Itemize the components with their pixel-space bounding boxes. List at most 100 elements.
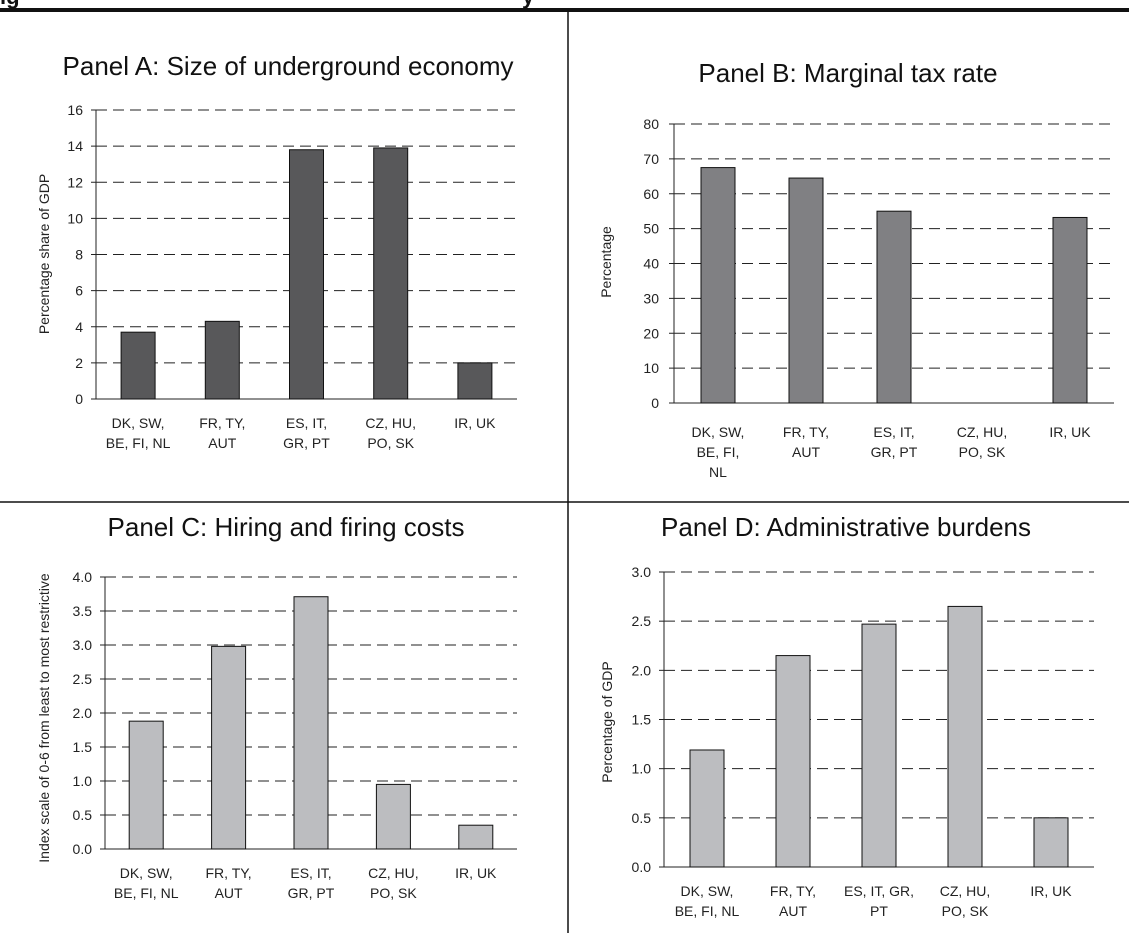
panel-a-category-label-line: ES, IT, [286,415,327,431]
panel-b-y-tick-label: 30 [643,290,659,306]
panel-b-bar [1052,216,1088,404]
panel-a-y-tick-label: 2 [75,355,83,371]
panel-d-bar [861,623,897,868]
panel-c-y-tick-label: 1.0 [73,773,93,789]
panel-d-y-tick-label: 1.0 [632,761,652,777]
panel-a-y-label: Percentage share of GDP [36,174,52,334]
panel-d-category-label: FR, TY, AUT [770,883,816,919]
panel-c-category-label: DK, SW, BE, FI, NL [114,865,179,901]
panel-c-y-tick-label: 0.5 [73,807,93,823]
panel-c-category-label-line: FR, TY, [206,865,252,881]
panel-c-y-tick-label: 3.0 [73,637,93,653]
panel-a-y-tick-label: 14 [67,138,83,154]
panel-c-title: Panel C: Hiring and firing costs [108,512,465,542]
panel-c-category-label-line: AUT [215,885,243,901]
panel-c-category-label-line: DK, SW, [120,865,173,881]
panel-b-y-tick-label: 60 [643,186,659,202]
panel-b-y-tick-label: 10 [643,360,659,376]
panel-a-y-tick-label: 6 [75,283,83,299]
panel-c-bar [375,783,411,850]
panel-a-bar [373,147,409,400]
panel-d-y-tick-label: 2.5 [632,613,652,629]
panel-c-category-label-line: IR, UK [455,865,497,881]
panel-d-category-label: CZ, HU, PO, SK [940,883,991,919]
panel-c-y-tick-label: 2.0 [73,705,93,721]
panel-a-category-label-line: IR, UK [454,415,496,431]
panel-a-category-label: FR, TY, AUT [199,415,245,451]
panel-d-y-label: Percentage of GDP [599,661,615,782]
panel-b-category-label: FR, TY, AUT [783,424,829,460]
panel-a-bar [120,331,156,400]
panel-d-category-label-line: PO, SK [942,903,989,919]
panel-d-category-label-line: FR, TY, [770,883,816,899]
panel-a-bar [204,320,240,400]
panel-b-category-label-line: PO, SK [959,444,1006,460]
panel-a-y-tick-label: 16 [67,102,83,118]
panel-d-category-label-line: CZ, HU, [940,883,991,899]
panel-d-y-tick-label: 0.0 [632,859,652,875]
panel-d-category-label-line: DK, SW, [681,883,734,899]
panel-c-category-label: IR, UK [455,865,497,881]
panel-b-bar [788,177,824,404]
panel-a-y-tick-label: 0 [75,391,83,407]
panel-a-category-label-line: CZ, HU, [365,415,416,431]
panel-d-category-label: ES, IT, GR, PT [844,883,914,919]
panel-a-category-label-line: FR, TY, [199,415,245,431]
panel-b-y-tick-label: 50 [643,221,659,237]
panel-c-y-label: Index scale of 0-6 from least to most re… [36,573,52,863]
panel-d-category-label-line: AUT [779,903,807,919]
panel-c-bar [211,645,247,850]
panel-a-category-label: ES, IT, GR, PT [283,415,330,451]
panel-b-bar [700,167,736,404]
panel-d-bar [775,655,811,868]
figure-heading: ig [0,0,20,9]
panel-b-category-label-line: NL [709,464,727,480]
panel-d: Panel D: Administrative burdens Percenta… [599,512,1094,919]
panel-d-category-label-line: IR, UK [1030,883,1072,899]
panel-b-category-label-line: AUT [792,444,820,460]
panel-b: Panel B: Marginal tax rate Percentage 0 1… [598,58,1114,480]
panel-c-category-label: FR, TY, AUT [206,865,252,901]
panel-b-y-tick-label: 40 [643,256,659,272]
panel-c-y-tick-label: 3.5 [73,603,93,619]
panel-b-category-label-line: FR, TY, [783,424,829,440]
panel-a-category-label-line: DK, SW, [112,415,165,431]
panel-c-bar [293,596,329,850]
panel-b-y-tick-label: 80 [643,116,659,132]
panel-a-bar [457,362,493,400]
panel-c-y-tick-label: 1.5 [73,739,93,755]
panel-a-category-label-line: AUT [208,435,236,451]
panel-b-category-label-line: CZ, HU, [957,424,1008,440]
panel-c-category-label-line: PO, SK [370,885,417,901]
panel-a-category-label-line: BE, FI, NL [106,435,171,451]
panel-b-category-label: DK, SW, BE, FI, NL [692,424,745,480]
panel-d-category-label: IR, UK [1030,883,1072,899]
panel-d-category-label: DK, SW, BE, FI, NL [675,883,740,919]
panel-a-y-tick-label: 8 [75,247,83,263]
panel-c-y-tick-label: 4.0 [73,569,93,585]
panel-b-y-tick-label: 20 [643,325,659,341]
panel-a-category-label: DK, SW, BE, FI, NL [106,415,171,451]
panel-c-category-label: CZ, HU, PO, SK [368,865,419,901]
panel-c-category-label-line: GR, PT [288,885,335,901]
panel-d-y-tick-label: 1.5 [632,712,652,728]
panel-c-bar [128,720,164,850]
panel-a-bar [289,149,324,400]
panel-b-category-label-line: BE, FI, [697,444,740,460]
panel-a-title: Panel A: Size of underground economy [63,51,514,81]
panel-c-y-tick-label: 0.0 [73,841,93,857]
panel-b-category-label-line: GR, PT [871,444,918,460]
panel-b-bar [876,210,912,404]
panel-b-category-label-line: DK, SW, [692,424,745,440]
panel-a-category-label-line: PO, SK [367,435,414,451]
panel-c-category-label-line: CZ, HU, [368,865,419,881]
panel-b-y-tick-label: 0 [651,395,659,411]
panel-d-title: Panel D: Administrative burdens [661,512,1031,542]
figure-heading-tail: y [522,0,535,9]
panel-d-bar [689,749,725,868]
panel-d-category-label-line: ES, IT, GR, [844,883,914,899]
panel-c-category-label-line: ES, IT, [290,865,331,881]
panel-b-category-label: CZ, HU, PO, SK [957,424,1008,460]
panel-a-y-tick-label: 4 [75,319,83,335]
